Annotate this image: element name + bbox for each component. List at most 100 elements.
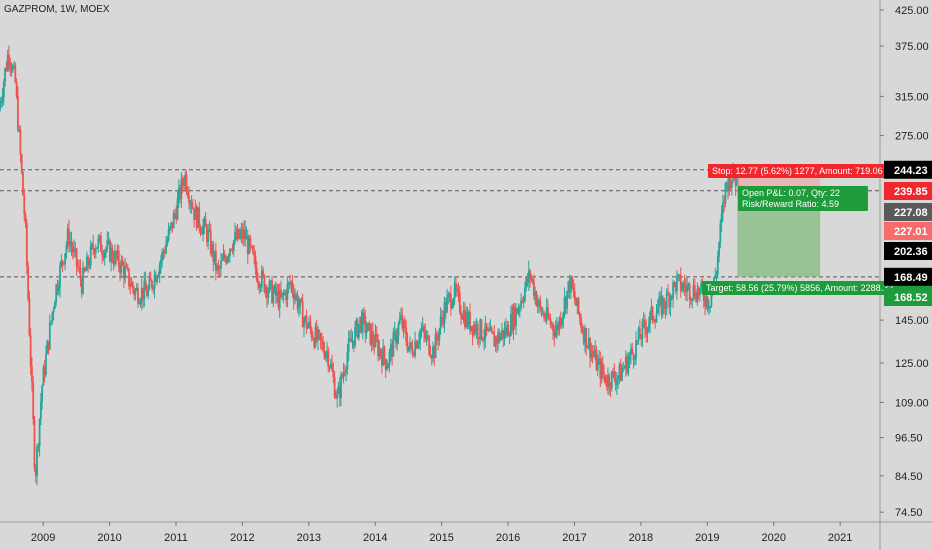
candle-body-244 xyxy=(310,328,313,338)
candle-body-458 xyxy=(584,328,586,344)
price-tick-6: 227.08 xyxy=(894,207,928,219)
candle-body-85 xyxy=(107,240,110,242)
candle-body-358 xyxy=(456,289,459,291)
pnl-label-box xyxy=(738,186,868,211)
time-tick-4: 2013 xyxy=(297,532,321,544)
candle-body-231 xyxy=(294,296,296,301)
candle-body-58 xyxy=(73,248,75,253)
candle-body-364 xyxy=(464,310,466,327)
candle-body-411 xyxy=(524,288,526,301)
candle-body-264 xyxy=(336,393,339,398)
candle-body-466 xyxy=(594,349,597,357)
candle-body-191 xyxy=(243,229,245,240)
candle-body-450 xyxy=(573,291,576,301)
candle-body-361 xyxy=(460,312,462,317)
stop-label-box xyxy=(708,164,928,178)
candle-body-291 xyxy=(370,330,373,345)
candle-body-125 xyxy=(158,264,161,275)
price-tick-0: 425.00 xyxy=(895,5,929,17)
candle-body-102 xyxy=(129,286,132,288)
candle-body-543 xyxy=(692,285,695,299)
target-label-box xyxy=(702,281,932,295)
candle-body-436 xyxy=(555,324,558,331)
candle-body-397 xyxy=(506,325,508,335)
candle-body-448 xyxy=(571,276,574,288)
price-tick-2: 315.00 xyxy=(895,91,929,103)
price-tick-9: 168.49 xyxy=(894,272,928,284)
candle-body-148 xyxy=(188,196,190,204)
candle-body-72 xyxy=(91,244,93,247)
candle-body-81 xyxy=(102,255,105,259)
candle-body-549 xyxy=(700,282,703,289)
candle-body-62 xyxy=(78,267,81,269)
candle-body-92 xyxy=(116,250,119,258)
candle-body-374 xyxy=(476,324,479,338)
candle-body-565 xyxy=(720,213,723,224)
price-tick-8: 202.36 xyxy=(894,246,928,258)
candle-body-319 xyxy=(406,340,409,351)
candle-body-241 xyxy=(306,325,309,329)
candle-body-538 xyxy=(686,285,689,292)
candle-body-499 xyxy=(636,340,639,342)
candle-body-4 xyxy=(4,68,7,82)
candle-body-154 xyxy=(195,206,198,228)
candle-body-54 xyxy=(68,228,70,246)
candle-body-146 xyxy=(185,174,188,192)
candle-body-290 xyxy=(369,323,372,345)
price-badge-5 xyxy=(884,182,932,200)
candle-body-153 xyxy=(194,206,197,220)
candle-body-140 xyxy=(177,187,180,199)
candle-body-113 xyxy=(143,280,146,300)
candle-body-174 xyxy=(221,259,224,262)
price-tick-12: 125.00 xyxy=(895,358,929,370)
candle-body-293 xyxy=(373,342,376,347)
candle-body-220 xyxy=(280,289,282,297)
candle-body-510 xyxy=(650,306,653,313)
price-badge-7 xyxy=(884,222,932,240)
candle-body-118 xyxy=(149,278,152,282)
candle-body-492 xyxy=(627,360,630,373)
candle-body-106 xyxy=(134,290,137,295)
candle-body-292 xyxy=(372,330,374,343)
candle-body-145 xyxy=(184,174,187,186)
candle-body-108 xyxy=(137,288,139,304)
candle-body-44 xyxy=(55,284,58,303)
candle-body-52 xyxy=(65,244,68,254)
candle-body-471 xyxy=(600,363,603,379)
candle-body-246 xyxy=(313,339,316,347)
candle-body-243 xyxy=(309,321,312,329)
price-tick-7: 227.01 xyxy=(894,226,928,238)
candle-body-114 xyxy=(144,280,147,291)
candle-body-576 xyxy=(734,179,737,187)
candle-body-59 xyxy=(74,248,77,250)
candle-body-86 xyxy=(108,240,111,262)
candle-body-339 xyxy=(432,346,434,358)
candle-body-299 xyxy=(380,354,383,366)
candle-body-209 xyxy=(266,287,268,299)
candle-body-256 xyxy=(326,350,328,354)
candle-body-569 xyxy=(725,182,728,184)
candle-body-105 xyxy=(133,288,136,295)
candle-body-8 xyxy=(9,61,12,67)
candle-body-119 xyxy=(151,281,153,288)
candle-body-316 xyxy=(402,320,405,329)
candle-body-534 xyxy=(681,288,683,291)
candle-body-383 xyxy=(488,329,491,332)
candle-body-247 xyxy=(314,327,317,347)
candle-body-157 xyxy=(199,227,202,232)
candle-body-410 xyxy=(522,300,525,302)
candle-body-239 xyxy=(304,315,307,321)
candle-body-252 xyxy=(320,340,323,342)
candle-body-34 xyxy=(42,366,45,386)
candle-body-16 xyxy=(19,129,22,155)
time-tick-3: 2012 xyxy=(230,532,254,544)
candle-body-327 xyxy=(416,343,419,349)
candle-body-265 xyxy=(337,386,340,394)
candle-body-196 xyxy=(249,237,252,246)
candle-body-165 xyxy=(209,230,212,254)
candle-body-424 xyxy=(540,307,543,315)
candle-body-123 xyxy=(156,277,158,282)
candle-body-77 xyxy=(97,238,100,248)
candle-body-27 xyxy=(33,419,36,468)
